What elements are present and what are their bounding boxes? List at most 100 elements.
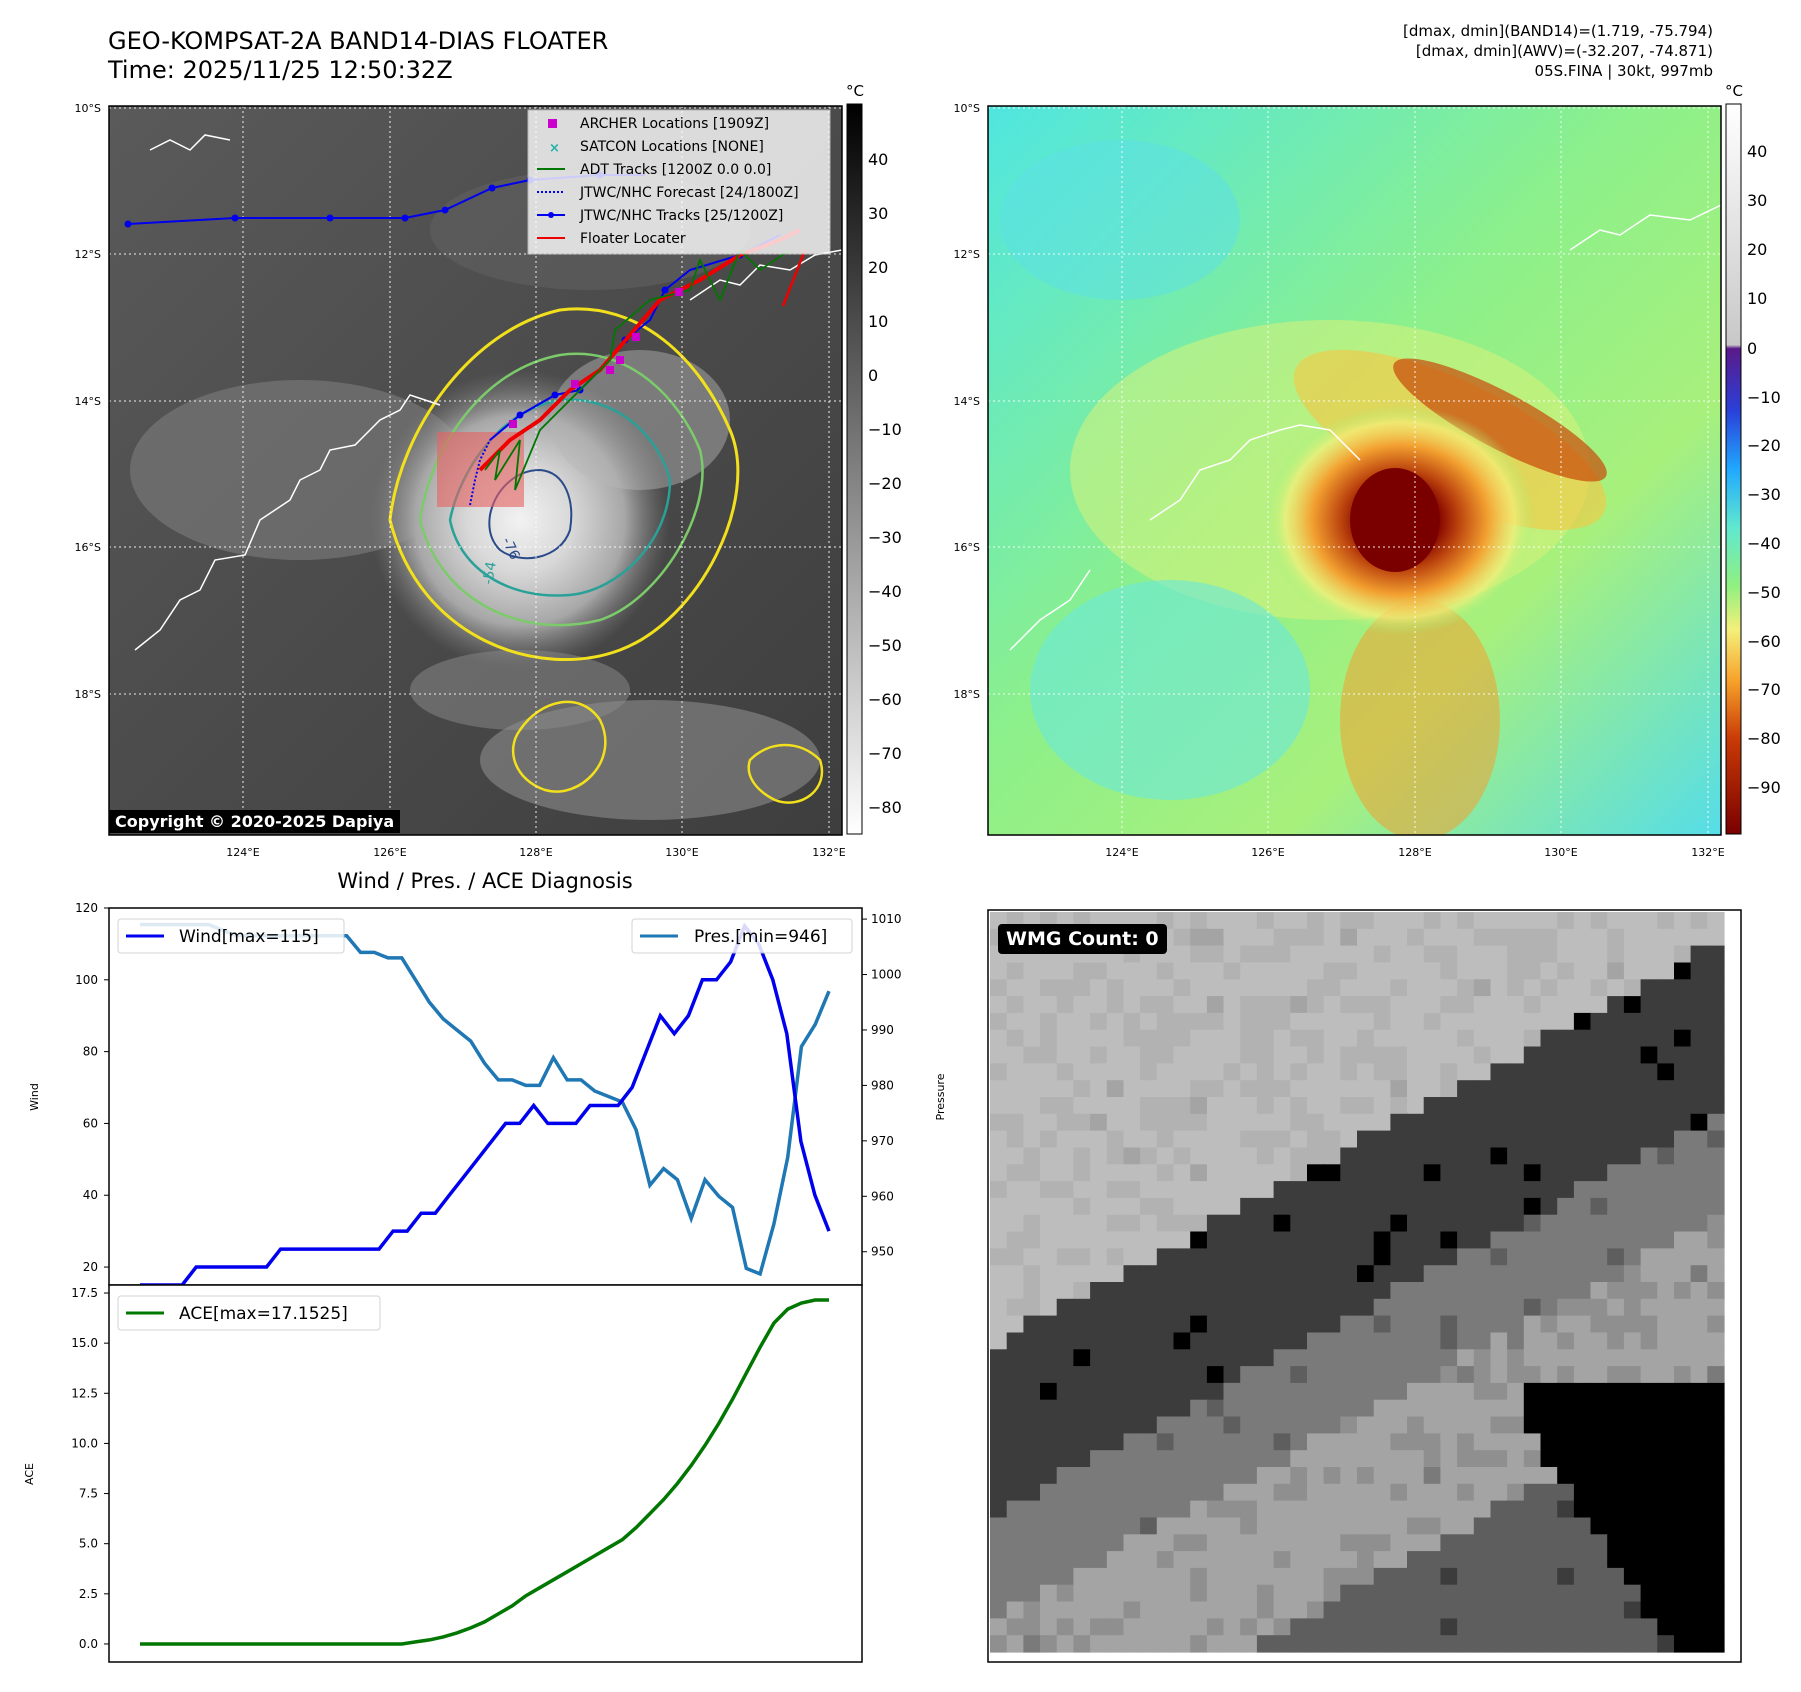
wmg-pixel — [1123, 1197, 1141, 1216]
wmg-pixel — [1707, 1332, 1725, 1350]
wmg-pixel — [1040, 1181, 1058, 1199]
wmg-pixel — [1190, 912, 1208, 930]
wmg-pixel — [1640, 1584, 1658, 1603]
wmg-pixel — [1190, 1113, 1208, 1132]
wmg-pixel — [1307, 1298, 1325, 1317]
wmg-pixel — [1273, 1197, 1291, 1216]
wv-cbar-tick: −90 — [1747, 778, 1781, 797]
wmg-pixel — [1573, 1500, 1592, 1518]
wmg-pixel — [1273, 1181, 1291, 1199]
pressure-tick-label: 1010 — [871, 912, 902, 926]
wmg-pixel — [1357, 1147, 1375, 1165]
wmg-pixel — [1123, 1113, 1141, 1132]
wmg-pixel — [1206, 1584, 1225, 1603]
wmg-pixel — [1507, 1500, 1525, 1518]
wmg-pixel — [1256, 1483, 1275, 1502]
wmg-pixel — [1340, 1147, 1358, 1165]
wmg-pixel — [1707, 962, 1725, 980]
wmg-pixel — [1190, 1282, 1208, 1300]
wmg-pixel — [1607, 1231, 1625, 1249]
wmg-pixel — [990, 1197, 1008, 1216]
wmg-pixel — [1090, 1567, 1108, 1586]
wmg-pixel — [1256, 1231, 1275, 1249]
wmg-pixel — [1323, 1147, 1341, 1165]
wmg-pixel — [1006, 1567, 1024, 1586]
wmg-pixel — [1607, 1029, 1625, 1048]
wmg-pixel — [1256, 1164, 1275, 1182]
wmg-pixel — [1523, 1567, 1542, 1586]
wmg-pixel — [1590, 1467, 1608, 1485]
ace-tick-label: 7.5 — [79, 1487, 98, 1501]
wmg-pixel — [1373, 1366, 1391, 1384]
wmg-pixel — [1373, 1635, 1391, 1653]
wmg-pixel — [1323, 1467, 1341, 1485]
wmg-pixel — [1206, 1500, 1225, 1518]
wmg-pixel — [1573, 1248, 1592, 1266]
wmg-pixel — [1240, 1231, 1258, 1249]
wmg-pixel — [1090, 1248, 1108, 1266]
wmg-pixel — [990, 1029, 1008, 1048]
wmg-pixel — [1123, 1080, 1141, 1098]
wmg-pixel — [1106, 1265, 1125, 1283]
wmg-pixel — [1623, 1618, 1642, 1636]
wmg-pixel — [1323, 928, 1341, 947]
wmg-pixel — [1006, 1046, 1024, 1064]
wmg-pixel — [1457, 1450, 1475, 1468]
wmg-pixel — [1040, 1500, 1058, 1518]
wmg-pixel — [1607, 1012, 1625, 1031]
wmg-pixel — [1006, 996, 1024, 1014]
wmg-pixel — [1590, 1349, 1608, 1367]
wmg-pixel — [1073, 1248, 1091, 1266]
wmg-pixel — [1507, 1450, 1525, 1468]
wmg-pixel — [1040, 1349, 1058, 1367]
wmg-pixel — [1507, 1097, 1525, 1115]
wmg-pixel — [1307, 1601, 1325, 1619]
wmg-pixel — [1190, 1382, 1208, 1401]
wmg-pixel — [1256, 1080, 1275, 1098]
wmg-pixel — [1457, 1046, 1475, 1064]
wmg-pixel — [1607, 1298, 1625, 1317]
wmg-pixel — [1557, 1063, 1575, 1081]
wmg-pixel — [1390, 1012, 1408, 1031]
wmg-pixel — [1557, 1231, 1575, 1249]
wmg-pixel — [1357, 1618, 1375, 1636]
wmg-pixel — [1006, 1584, 1024, 1603]
wmg-pixel — [1206, 1517, 1225, 1535]
wmg-pixel — [1123, 1164, 1141, 1182]
wmg-pixel — [1140, 1130, 1158, 1148]
wmg-pixel — [1123, 1265, 1141, 1283]
wmg-pixel — [1640, 1567, 1658, 1586]
wv-lon-label: 128°E — [1398, 846, 1431, 859]
wmg-pixel — [1256, 1130, 1275, 1148]
wmg-pixel — [1674, 1181, 1692, 1199]
wmg-pixel — [1307, 1181, 1325, 1199]
wmg-pixel — [1106, 1534, 1125, 1552]
wmg-pixel — [1106, 1315, 1125, 1333]
wmg-pixel — [990, 1282, 1008, 1300]
wmg-pixel — [1223, 1450, 1241, 1468]
wmg-pixel — [1507, 1282, 1525, 1300]
wmg-pixel — [1657, 1298, 1675, 1317]
wmg-pixel — [1307, 1315, 1325, 1333]
wmg-pixel — [1523, 1399, 1542, 1418]
wmg-pixel — [1006, 1265, 1024, 1283]
wmg-pixel — [1206, 1012, 1225, 1031]
wmg-pixel — [1156, 1113, 1175, 1132]
wmg-pixel — [1173, 1097, 1191, 1115]
wmg-pixel — [1273, 1416, 1291, 1434]
wmg-pixel — [1540, 1399, 1558, 1418]
wmg-pixel — [1674, 1029, 1692, 1048]
wmg-pixel — [1573, 1416, 1592, 1434]
wmg-pixel — [1040, 1618, 1058, 1636]
wv-colorbar-ticks: 40 30 20 10 0 −10 −20 −30 −40 −50 −60 −7… — [1747, 142, 1781, 797]
wmg-pixel — [1256, 1517, 1275, 1535]
wmg-pixel — [1390, 1181, 1408, 1199]
ir-cbar-tick: −10 — [868, 420, 902, 439]
wmg-pixel — [1140, 1029, 1158, 1048]
wmg-pixel — [1423, 1517, 1441, 1535]
wmg-pixel — [1373, 1618, 1391, 1636]
wmg-pixel — [1290, 1298, 1308, 1317]
wmg-pixel — [1290, 1214, 1308, 1233]
wmg-pixel — [1640, 1147, 1658, 1165]
wmg-pixel — [1707, 912, 1725, 930]
